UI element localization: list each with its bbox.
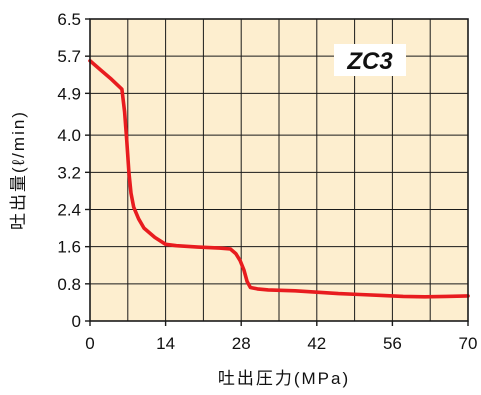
y-tick-label: 0: [72, 312, 81, 331]
series-line-0: [88, 58, 470, 299]
annotation-box: [334, 44, 406, 76]
y-tick-label: 5.7: [57, 47, 81, 66]
axes: [89, 18, 469, 322]
x-tick-label: 70: [459, 334, 478, 353]
y-tick-label: 1.6: [57, 238, 81, 257]
x-tick-label: 42: [307, 334, 326, 353]
x-tick-labels: 0 14 28 42 56 70: [85, 321, 477, 353]
y-tick-label: 0.8: [57, 275, 81, 294]
x-tick-label: 14: [156, 334, 175, 353]
y-tick-label: 3.2: [57, 163, 81, 182]
plot-frame: [89, 18, 469, 322]
x-tick-label: 0: [85, 334, 94, 353]
series-line-group: [88, 58, 470, 299]
y-tick-label: 6.5: [57, 10, 81, 29]
y-tick-label: 4.0: [57, 126, 81, 145]
x-tick-label: 28: [232, 334, 251, 353]
annotation-label: ZC3: [346, 48, 393, 75]
y-tick-labels: 0 0.8 1.6 2.4 3.2 4.0 4.9 5.7 6.5: [57, 10, 90, 331]
x-axis-label: 吐出圧力(MPa): [218, 369, 350, 388]
y-tick-label: 4.9: [57, 84, 81, 103]
model-annotation: ZC3: [334, 44, 406, 76]
y-axis-label: 吐出量(ℓ/min): [9, 110, 28, 230]
y-tick-label: 2.4: [57, 200, 81, 219]
x-tick-label: 56: [383, 334, 402, 353]
